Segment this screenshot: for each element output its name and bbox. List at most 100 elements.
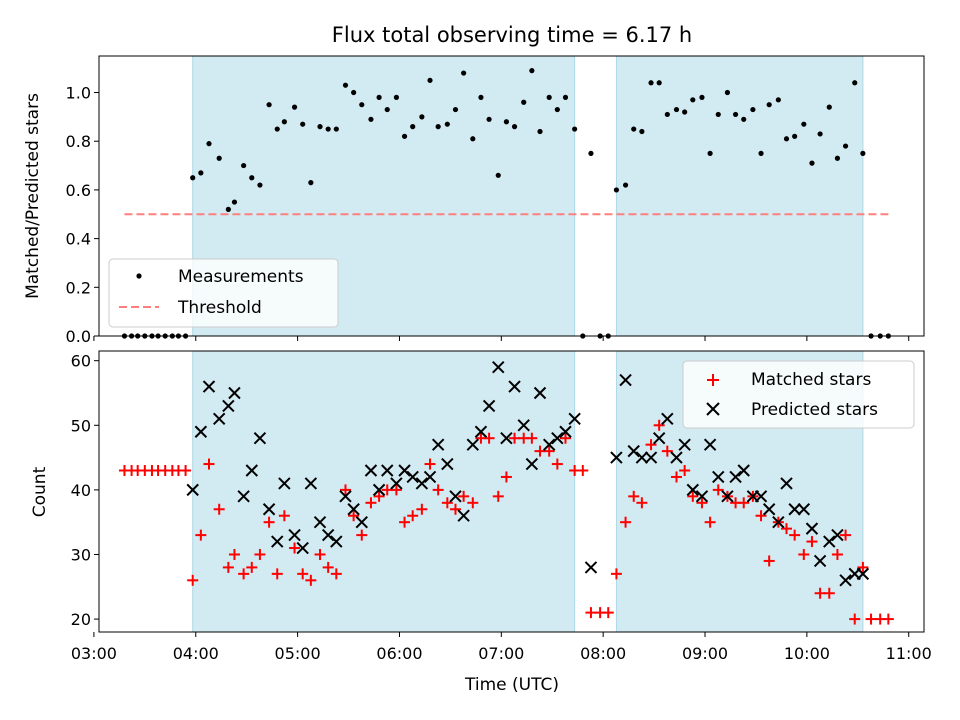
predicted-star-point [212,412,226,426]
predicted-star-point [551,431,564,445]
measurement-point [241,162,247,169]
matched-star-point [356,529,368,541]
shaded-interval [615,55,864,337]
predicted-star-point [304,477,318,490]
predicted-star-point [831,528,844,542]
measurement-point [281,119,287,125]
predicted-star-point [839,574,852,587]
predicted-star-point [508,380,521,393]
predicted-star-point [721,490,734,503]
matched-star-point [831,548,843,560]
measurement-point [274,126,280,132]
matched-star-point [712,484,724,496]
measurement-point [368,116,374,122]
predicted-star-point [466,438,480,451]
measurement-point [521,99,527,105]
matched-star-point [238,568,250,580]
measurement-point [342,82,349,88]
measurement-point [190,175,196,181]
predicted-star-point [678,438,691,451]
y-tick-label: 0.2 [66,278,91,297]
top-y-axis-label: Matched/Predicted stars [23,93,43,299]
predicted-star-point [339,490,352,503]
matched-star-point [203,458,215,470]
shaded-interval [192,350,576,633]
measurement-point [503,119,510,125]
matched-star-point [798,548,810,560]
predicted-star-point [500,431,513,445]
predicted-star-point [415,477,429,490]
measurement-point [852,80,858,86]
measurement-point [860,150,866,156]
measurement-point [461,70,467,76]
measurement-point [724,89,731,96]
predicted-star-point [619,373,632,387]
measurement-point [231,199,238,205]
predicted-star-point [635,451,649,464]
measurement-point [682,109,688,115]
predicted-star-point [449,490,462,503]
matched-star-point [180,465,192,477]
matched-star-point [653,419,665,431]
matched-star-point [704,516,716,528]
x-tick-label: 08:00 [580,644,626,663]
measurement-point [715,111,721,118]
measurement-point [300,121,306,127]
predicted-star-point [457,509,470,522]
matched-star-point [823,587,835,599]
measurement-point [562,94,569,100]
matched-star-point [645,439,657,451]
legend-matched-label: Matched stars [751,370,871,390]
measurement-point [452,106,459,113]
matched-star-point [365,497,377,509]
predicted-star-point [245,464,258,477]
predicted-star-point [398,464,411,477]
predicted-star-point [652,431,666,445]
measurement-point [511,124,518,130]
matched-star-point [543,445,555,457]
legend-matched-marker [707,374,719,386]
matched-star-point [195,529,207,541]
measurement-point [376,94,382,100]
matched-star-point [390,484,402,496]
predicted-star-point [482,399,496,413]
bottom-panel: 20 30 40 50 60 03:00 04:00 05:00 06:00 07:00 08:0… [30,350,932,695]
measurement-point [410,124,416,130]
predicted-star-point [288,528,301,542]
matched-star-point [857,561,869,573]
predicted-star-point [517,419,530,432]
matched-star-point [661,445,673,457]
bottom-plot-frame [98,350,925,633]
matched-star-point [559,432,571,444]
measurement-point [317,124,323,130]
predicted-star-point [805,522,819,535]
y-tick-label: 30 [71,545,91,564]
measurement-point [750,106,756,113]
matched-star-point [432,484,444,496]
predicted-star-point [670,451,683,464]
measurement-point [707,150,713,156]
matched-star-point [602,607,614,619]
measurement-point [359,102,365,108]
matched-star-point [305,574,317,586]
predicted-star-point [313,515,327,529]
matched-star-point [330,568,342,580]
x-tick-label: 11:00 [886,644,932,663]
bottom-y-axis-label: Count [30,466,50,517]
matched-star-point [407,510,419,522]
matched-star-point [416,503,428,515]
matched-star-point [781,523,792,535]
x-tick-label: 04:00 [173,644,219,663]
y-tick-label: 0.4 [66,230,91,249]
predicted-star-point [686,483,700,497]
measurement-point [419,114,425,120]
measurement-point [351,89,357,96]
legend-measurements-marker [136,273,142,279]
predicted-star-point [780,477,793,490]
matched-star-point [263,516,275,528]
predicted-star-point [772,515,785,529]
measurement-point [766,102,772,108]
predicted-star-point [729,470,742,484]
x-tick-label: 10:00 [784,644,830,663]
measurement-point [495,172,501,178]
